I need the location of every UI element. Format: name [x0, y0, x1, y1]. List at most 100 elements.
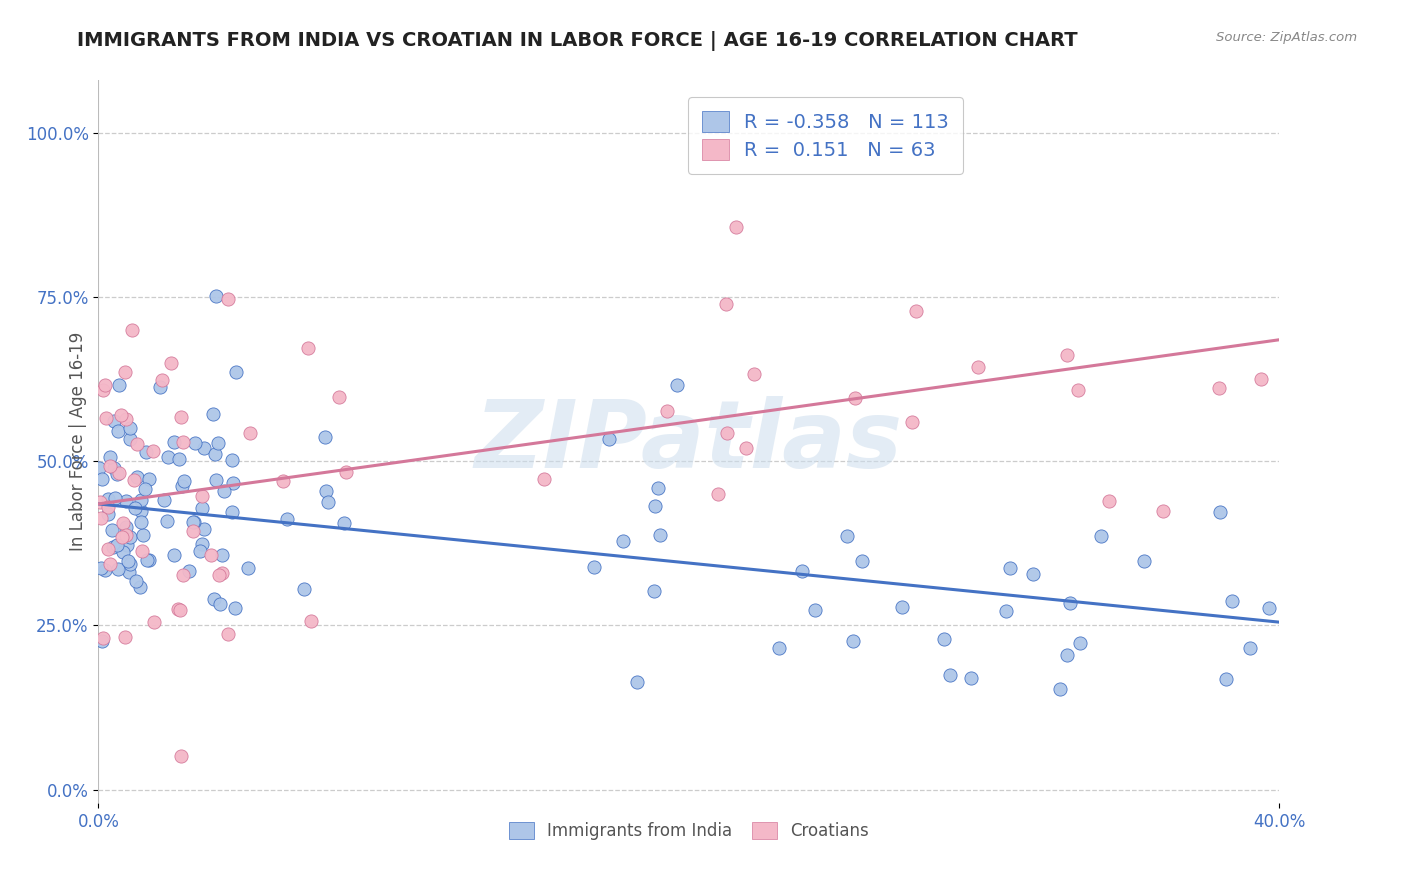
Point [163, 435, 186, 450]
Point [149, 379, 172, 393]
Point [647, 481, 669, 495]
Point [1056, 348, 1078, 362]
Point [533, 472, 555, 486]
Point [725, 219, 748, 234]
Point [238, 561, 260, 575]
Point [90, 560, 112, 574]
Point [131, 504, 153, 518]
Point [129, 516, 152, 530]
Point [844, 391, 866, 405]
Point [118, 421, 141, 435]
Point [114, 365, 136, 379]
Point [768, 641, 790, 656]
Point [1215, 672, 1237, 686]
Point [851, 554, 873, 568]
Point [332, 516, 354, 530]
Point [211, 566, 233, 581]
Point [202, 592, 225, 607]
Y-axis label: In Labor Force | Age 16-19: In Labor Force | Age 16-19 [69, 332, 87, 551]
Point [163, 548, 186, 562]
Point [209, 598, 232, 612]
Point [118, 432, 141, 446]
Point [131, 492, 153, 507]
Point [1059, 596, 1081, 610]
Point [598, 433, 620, 447]
Point [224, 600, 246, 615]
Point [107, 425, 129, 439]
Point [153, 492, 176, 507]
Point [328, 391, 350, 405]
Point [183, 515, 205, 529]
Point [156, 515, 179, 529]
Point [1239, 640, 1261, 655]
Point [115, 411, 138, 425]
Point [221, 453, 243, 467]
Point [666, 377, 689, 392]
Point [138, 472, 160, 486]
Point [905, 304, 928, 318]
Point [1090, 528, 1112, 542]
Point [91, 472, 114, 486]
Point [138, 552, 160, 566]
Point [166, 602, 188, 616]
Point [110, 408, 132, 422]
Point [87, 461, 110, 475]
Point [117, 554, 139, 568]
Point [217, 626, 239, 640]
Point [191, 489, 214, 503]
Point [207, 436, 229, 450]
Point [94, 563, 117, 577]
Point [98, 458, 121, 473]
Point [655, 404, 678, 418]
Point [891, 599, 914, 614]
Point [181, 524, 204, 538]
Point [94, 377, 117, 392]
Point [201, 407, 224, 421]
Point [315, 484, 337, 499]
Point [225, 365, 247, 379]
Legend: Immigrants from India, Croatians: Immigrants from India, Croatians [501, 814, 877, 848]
Point [105, 467, 128, 482]
Point [97, 541, 120, 556]
Point [105, 538, 128, 552]
Point [716, 426, 738, 441]
Point [1220, 594, 1243, 608]
Point [998, 561, 1021, 575]
Point [212, 483, 235, 498]
Point [142, 443, 165, 458]
Text: Source: ZipAtlas.com: Source: ZipAtlas.com [1216, 31, 1357, 45]
Point [100, 450, 122, 465]
Point [582, 560, 605, 574]
Point [648, 528, 671, 542]
Point [221, 504, 243, 518]
Point [1022, 566, 1045, 581]
Point [90, 511, 112, 525]
Point [191, 500, 214, 515]
Point [1098, 494, 1121, 508]
Point [734, 441, 756, 455]
Point [111, 530, 134, 544]
Point [316, 495, 339, 509]
Point [314, 430, 336, 444]
Point [101, 523, 124, 537]
Point [204, 289, 226, 303]
Text: IMMIGRANTS FROM INDIA VS CROATIAN IN LABOR FORCE | AGE 16-19 CORRELATION CHART: IMMIGRANTS FROM INDIA VS CROATIAN IN LAB… [77, 31, 1078, 51]
Point [91, 634, 114, 648]
Point [127, 437, 149, 451]
Point [118, 530, 141, 544]
Point [1069, 636, 1091, 650]
Point [1208, 381, 1230, 395]
Point [107, 467, 129, 481]
Point [143, 615, 166, 629]
Point [125, 470, 148, 484]
Point [97, 500, 120, 514]
Point [115, 494, 138, 508]
Point [131, 543, 153, 558]
Point [335, 465, 357, 479]
Point [115, 538, 138, 552]
Point [193, 442, 215, 456]
Point [173, 474, 195, 488]
Point [91, 383, 114, 397]
Point [1152, 504, 1174, 518]
Point [1049, 681, 1071, 696]
